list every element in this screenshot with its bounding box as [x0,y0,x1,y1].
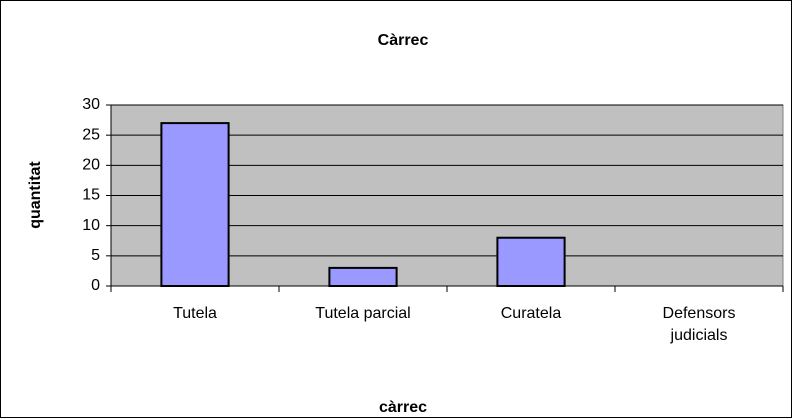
x-tick-label: Curatela [500,305,562,322]
y-tick-label: 30 [82,96,100,113]
y-tick-label: 25 [82,126,100,143]
y-tick-label: 5 [91,247,100,264]
bar [496,236,566,288]
x-axis-title: càrrec [379,399,427,416]
y-axis-title: quantitat [27,161,44,229]
y-tick-label: 0 [91,277,100,294]
y-tick-label: 10 [82,217,100,234]
x-tick-label: Tutela [173,305,217,322]
y-tick-label: 15 [82,187,100,204]
x-tick-label: Tutela parcial [315,305,411,322]
bar [328,266,398,287]
chart-title: Càrrec [378,32,429,49]
bar [160,122,230,287]
x-tick-label: Defensors judicials [662,305,736,344]
y-tick-label: 20 [82,157,100,174]
